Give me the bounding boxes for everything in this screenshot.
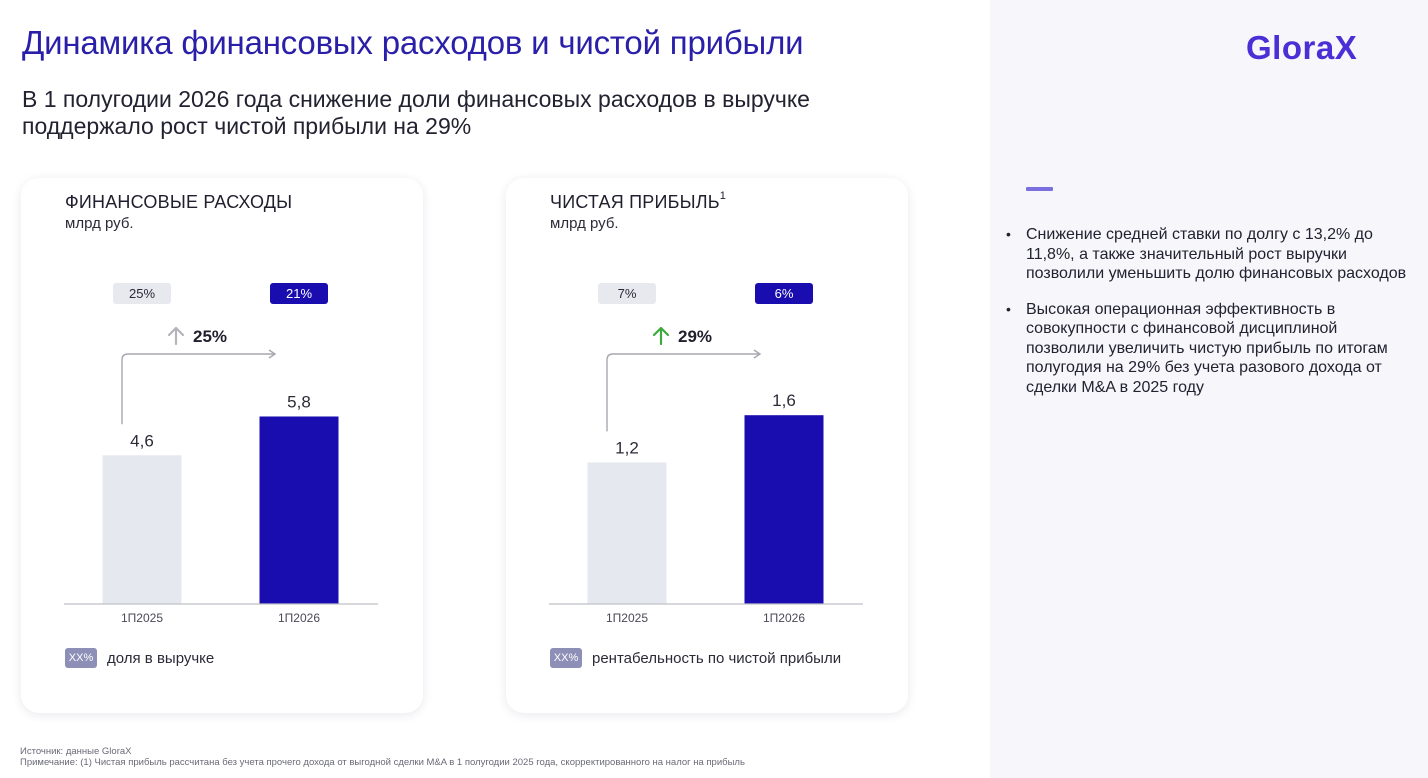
legend-swatch: XX%	[65, 648, 97, 668]
share-badge-label: 21%	[286, 286, 312, 301]
growth-connector-head	[268, 349, 277, 359]
bar-value-label: 5,8	[287, 392, 311, 411]
legend-swatch: XX%	[550, 648, 582, 668]
glorax-logo: GloraX	[1246, 28, 1406, 73]
growth-up-arrow-icon	[652, 326, 670, 346]
bar-1П2025	[102, 455, 182, 604]
share-badge	[113, 283, 171, 304]
bar-value-label: 1,2	[615, 438, 639, 457]
card-title: ФИНАНСОВЫЕ РАСХОДЫ	[65, 192, 293, 212]
bullet-item: Высокая операционная эффективность в сов…	[1006, 300, 1414, 398]
financial-expenses-chart: 4,6 1П2025 25% 5,8 1П2026 21% 25%	[64, 283, 378, 625]
legend-label: доля в выручке	[107, 649, 215, 667]
growth-up-arrow-icon	[167, 326, 185, 346]
bar-value-label: 1,6	[772, 391, 796, 410]
share-badge	[270, 283, 328, 304]
net-profit-card: ЧИСТАЯ ПРИБЫЛЬ1 млрд руб. 1,2 1П2025 7% 1,6…	[506, 178, 908, 713]
growth-label: 29%	[678, 327, 712, 346]
main-area: Динамика финансовых расходов и чистой пр…	[20, 24, 908, 768]
footer: Источник: данные GloraX Примечание: (1) …	[20, 746, 745, 768]
share-badge-label: 7%	[618, 286, 637, 301]
financial-expenses-card: ФИНАНСОВЫЕ РАСХОДЫ млрд руб. 4,6 1П2025 25…	[21, 178, 423, 713]
growth-label: 25%	[193, 327, 227, 346]
legend: XX% доля в выручке	[65, 648, 214, 668]
card-unit: млрд руб.	[550, 215, 619, 232]
share-badge	[755, 283, 813, 304]
bar-1П2026	[259, 416, 339, 604]
x-tick-label: 1П2026	[278, 611, 320, 625]
legend: XX% рентабельность по чистой прибыли	[550, 648, 841, 668]
growth-connector-head	[753, 349, 762, 359]
share-badge-label: 25%	[129, 286, 155, 301]
page-title: Динамика финансовых расходов и чистой пр…	[22, 24, 804, 61]
logo-text: GloraX	[1246, 29, 1357, 66]
card-unit: млрд руб.	[65, 215, 134, 232]
bullet-item: Снижение средней ставки по долгу с 13,2%…	[1006, 225, 1414, 284]
bar-1П2026	[744, 415, 824, 604]
footer-source: Источник: данные GloraX	[20, 746, 132, 757]
legend-label: рентабельность по чистой прибыли	[592, 649, 842, 667]
growth-connector	[606, 353, 760, 432]
card-title: ЧИСТАЯ ПРИБЫЛЬ1	[550, 190, 727, 212]
bar-1П2025	[587, 462, 667, 604]
share-badge	[598, 283, 656, 304]
footer-note: Примечание: (1) Чистая прибыль рассчитан…	[20, 757, 745, 768]
net-profit-chart: 1,2 1П2025 7% 1,6 1П2026 6% 29%	[549, 283, 863, 625]
side-bullets: Снижение средней ставки по долгу с 13,2%…	[1006, 225, 1414, 413]
growth-connector	[121, 353, 275, 425]
x-tick-label: 1П2025	[121, 611, 163, 625]
logo-mark: GloraX	[1246, 29, 1357, 66]
x-tick-label: 1П2026	[763, 611, 805, 625]
x-tick-label: 1П2025	[606, 611, 648, 625]
share-badge-label: 6%	[775, 286, 794, 301]
bar-value-label: 4,6	[130, 431, 154, 450]
page-subtitle: В 1 полугодии 2026 года снижение доли фи…	[22, 86, 810, 139]
side-accent-line	[1026, 187, 1053, 191]
